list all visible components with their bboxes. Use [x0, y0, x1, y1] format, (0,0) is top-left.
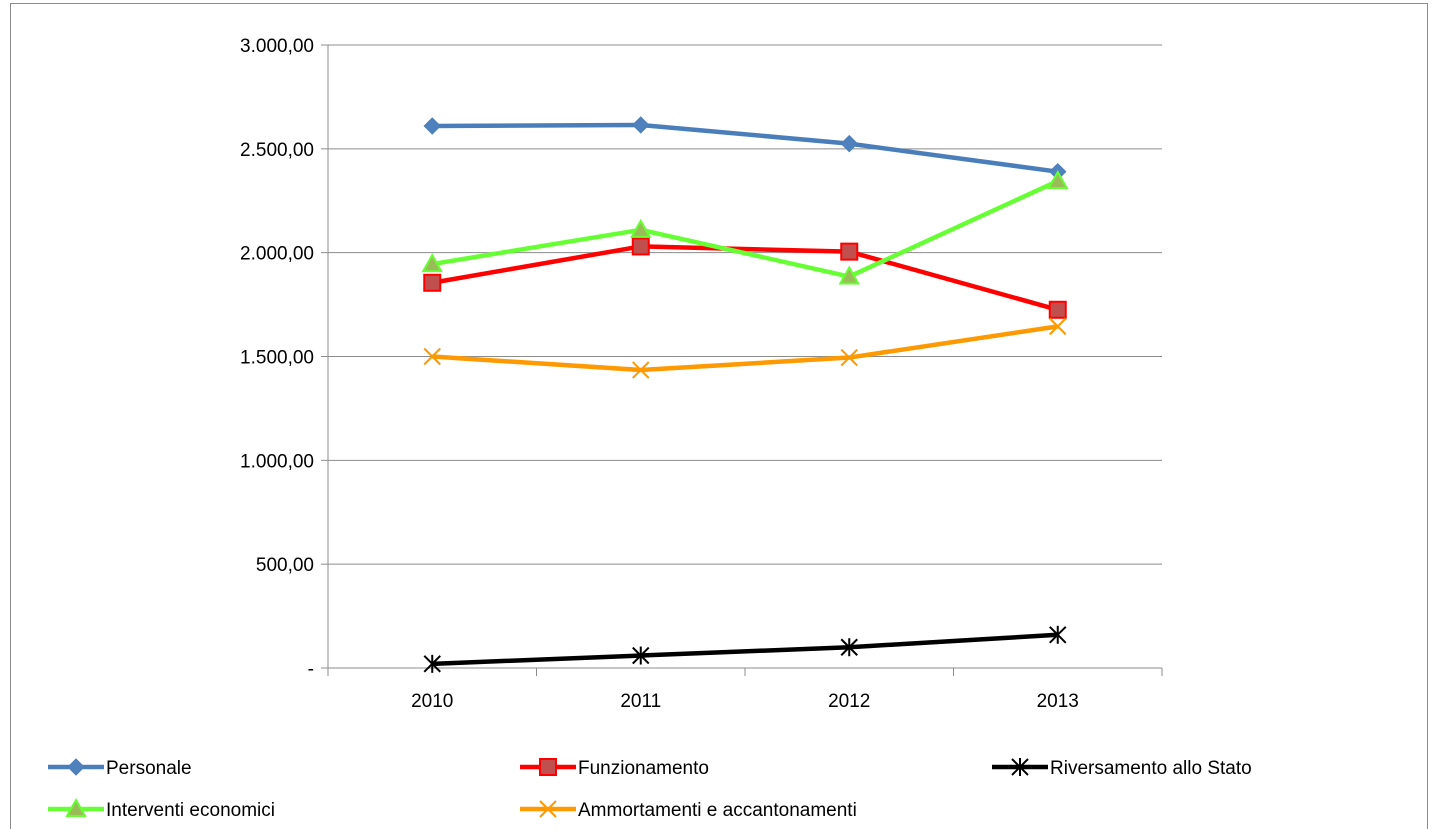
- data-point: [632, 646, 650, 665]
- series-line: [431, 178, 1059, 279]
- legend-entry-2: Riversamento allo Stato: [992, 758, 1252, 779]
- data-point: [840, 638, 858, 657]
- data-point: [421, 253, 443, 273]
- data-point: [423, 654, 441, 673]
- legend-marker: [1011, 758, 1029, 776]
- data-point: [1049, 625, 1067, 644]
- data-point: [1049, 317, 1067, 336]
- legend: Personale Funzionamento Riversamento allo …: [48, 758, 1252, 821]
- data-point: [840, 134, 858, 153]
- y-tick-label: 3.000,00: [240, 36, 314, 57]
- legend-entry-1: Funzionamento: [520, 758, 709, 779]
- x-tick-label: 2011: [620, 691, 661, 712]
- data-point: [423, 347, 441, 366]
- series-2: [423, 625, 1067, 673]
- data-point: [632, 116, 650, 134]
- data-point: [838, 265, 860, 285]
- data-point: [1047, 169, 1069, 190]
- data-point: [840, 242, 859, 261]
- series-line: [432, 632, 1058, 667]
- chart-frame: [10, 3, 1428, 829]
- x-tick-label: 2012: [828, 691, 870, 712]
- data-point: [840, 348, 858, 367]
- legend-entry-4: Ammortamenti e accantonamenti: [520, 800, 857, 821]
- series-line: [432, 324, 1059, 373]
- series-3: [421, 169, 1069, 285]
- legend-label: Personale: [106, 758, 192, 779]
- legend-label: Interventi economici: [106, 800, 275, 821]
- y-tick-label: 1.500,00: [240, 348, 314, 369]
- legend-label: Riversamento allo Stato: [1050, 758, 1252, 779]
- legend-entry-0: Personale: [48, 758, 192, 779]
- y-tick-label: -: [308, 659, 314, 680]
- data-point: [632, 361, 650, 379]
- series-lines: [421, 116, 1069, 673]
- legend-marker: [65, 797, 87, 817]
- y-tick-label: 2.500,00: [240, 140, 314, 161]
- series-0: [423, 116, 1067, 181]
- y-tick-label: 1.000,00: [240, 451, 314, 472]
- legend-marker: [67, 758, 85, 776]
- y-tick-label: 500,00: [256, 555, 314, 576]
- data-point: [631, 237, 650, 256]
- series-line: [432, 122, 1059, 174]
- legend-label: Funzionamento: [578, 758, 709, 779]
- legend-marker: [539, 800, 557, 818]
- series-1: [423, 237, 1067, 319]
- data-point: [423, 273, 442, 292]
- legend-label: Ammortamenti e accantonamenti: [578, 800, 857, 821]
- data-point: [1048, 300, 1067, 319]
- x-tick-label: 2013: [1037, 691, 1079, 712]
- y-tick-label: 2.000,00: [240, 244, 314, 265]
- series-4: [423, 317, 1067, 379]
- x-tick-label: 2010: [411, 691, 453, 712]
- series-line: [431, 244, 1059, 312]
- legend-entry-3: Interventi economici: [48, 797, 275, 821]
- data-point: [630, 218, 652, 238]
- data-point: [423, 117, 441, 135]
- axes: - 500,00 1.000,00 1.500,00 2.000,00 2.500,00 3…: [240, 36, 1163, 712]
- legend-marker: [539, 758, 557, 776]
